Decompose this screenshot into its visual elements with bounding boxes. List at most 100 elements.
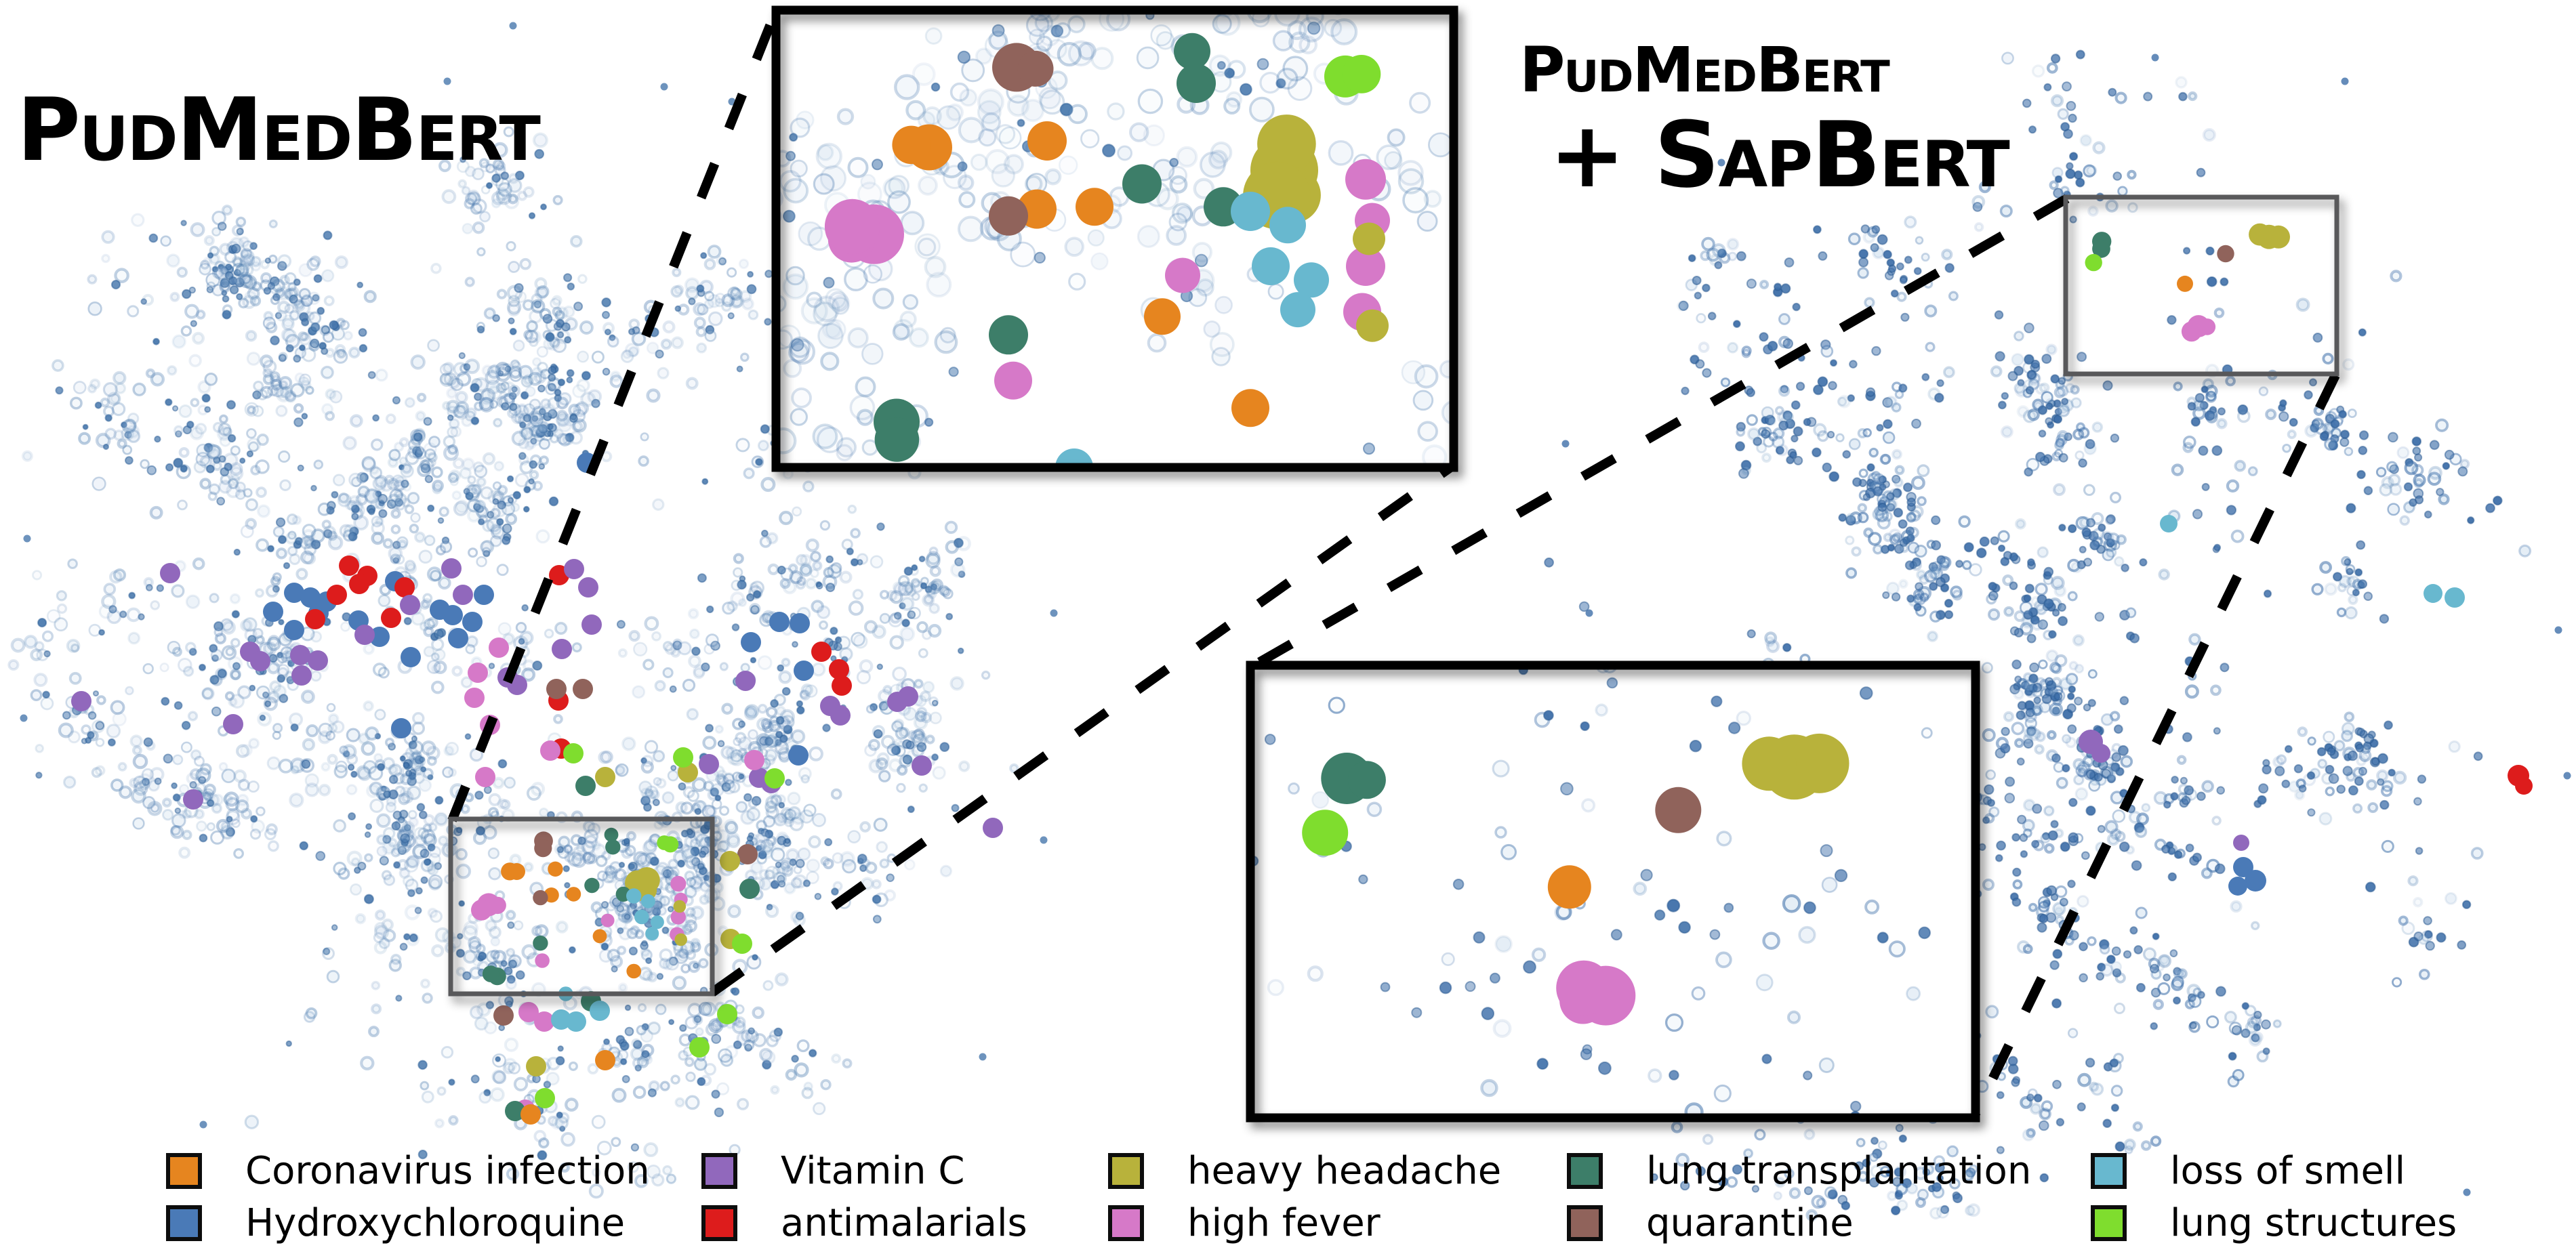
legend-item-quarantine: quarantine: [1567, 1201, 1854, 1245]
legend-item-vitamin-c: Vitamin C: [701, 1149, 964, 1193]
point-vitamin-c: [291, 665, 312, 686]
point-lung-structures: [717, 1004, 737, 1024]
point-lung-structures: [732, 934, 752, 954]
point-vitamin-c: [887, 692, 907, 712]
point-vitamin-c: [441, 558, 462, 579]
right-panel-title-line2: + SapBert: [1549, 102, 2010, 208]
point-high-fever: [464, 688, 485, 708]
point-vitamin-c: [564, 559, 584, 579]
point-antimalarials: [394, 577, 415, 598]
legend-swatch-coronavirus-infection: [166, 1152, 202, 1189]
point-loss-of-smell: [2424, 584, 2442, 603]
callout-lines: [447, 10, 2340, 1119]
point-vitamin-c: [308, 650, 328, 671]
zoom-source-box-right-border: [2063, 194, 2339, 377]
legend-swatch-antimalarials: [701, 1205, 737, 1241]
point-hydroxychloroquine: [769, 612, 790, 632]
point-high-fever: [518, 1002, 539, 1022]
point-high-fever: [534, 1011, 554, 1032]
point-loss-of-smell: [2160, 515, 2178, 532]
point-vitamin-c: [578, 577, 598, 598]
point-vitamin-c: [290, 645, 310, 665]
point-antimalarials: [811, 642, 832, 662]
point-antimalarials: [327, 585, 347, 605]
zoom-source-box-left-border: [448, 816, 715, 997]
legend-item-loss-of-smell: loss of smell: [2091, 1149, 2405, 1193]
legend-label: lung structures: [2170, 1200, 2457, 1245]
zoom-inset-right-border: [1246, 661, 1980, 1123]
point-lung-structures: [535, 1088, 555, 1108]
point-hydroxychloroquine: [2233, 857, 2253, 877]
legend-label: loss of smell: [2170, 1148, 2406, 1193]
point-antimalarials: [349, 574, 369, 594]
zoom-inset-left-border: [771, 5, 1458, 472]
pudmedbert-sapbert-labeled-points: [2079, 515, 2533, 896]
point-vitamin-c: [983, 818, 1003, 838]
point-vitamin-c: [912, 755, 932, 776]
point-hydroxychloroquine: [443, 605, 463, 625]
zoom-inset-right: [1246, 661, 1980, 1123]
right-panel-title-line1: PudMedBert: [1519, 34, 1890, 106]
callout-dashed-line: [1249, 194, 2070, 671]
point-vitamin-c: [223, 714, 243, 734]
point-vitamin-c: [552, 639, 572, 659]
point-antimalarials: [832, 675, 852, 696]
legend-swatch-hydroxychloroquine: [166, 1205, 202, 1241]
legend-swatch-high-fever: [1108, 1205, 1144, 1241]
point-loss-of-smell: [2445, 587, 2465, 608]
legend-swatch-loss-of-smell: [2091, 1152, 2127, 1189]
point-antimalarials: [339, 556, 359, 576]
legend-item-high-fever: high fever: [1108, 1201, 1381, 1245]
legend-item-heavy-headache: heavy headache: [1108, 1149, 1501, 1193]
point-loss-of-smell: [551, 1009, 571, 1030]
legend-label: heavy headache: [1187, 1148, 1502, 1193]
point-antimalarials: [829, 659, 849, 679]
point-vitamin-c: [400, 595, 420, 615]
point-hydroxychloroquine: [788, 745, 809, 766]
right-panel-title: PudMedBert + SapBert: [1519, 34, 2010, 208]
zoom-source-box-right: [2063, 194, 2339, 377]
point-lung-structures: [764, 768, 785, 789]
legend-item-coronavirus-infection: Coronavirus infection: [166, 1149, 650, 1193]
point-lung-structures: [689, 1037, 710, 1058]
point-lung-transplantation: [739, 879, 760, 899]
point-coronavirus-infection: [520, 1104, 541, 1125]
point-hydroxychloroquine: [284, 583, 304, 603]
point-hydroxychloroquine: [790, 613, 810, 633]
legend-label: Hydroxychloroquine: [245, 1200, 626, 1245]
point-coronavirus-infection: [595, 1050, 615, 1070]
point-loss-of-smell: [590, 1001, 610, 1021]
point-lung-transplantation: [575, 776, 596, 796]
point-hydroxychloroquine: [300, 587, 321, 608]
point-high-fever: [475, 767, 495, 787]
point-hydroxychloroquine: [284, 620, 304, 640]
left-panel-title: PudMedBert: [17, 80, 541, 181]
point-quarantine: [737, 844, 758, 864]
point-heavy-headache: [526, 1056, 546, 1076]
point-quarantine: [546, 679, 567, 699]
legend-swatch-heavy-headache: [1108, 1152, 1144, 1189]
point-hydroxychloroquine: [2245, 870, 2266, 892]
point-antimalarials: [2515, 777, 2533, 795]
pudmedbert-labeled-points: [71, 453, 1003, 1125]
point-hydroxychloroquine: [401, 647, 421, 667]
legend-item-lung-transplantation: lung transplantation: [1567, 1149, 2031, 1193]
point-hydroxychloroquine: [369, 627, 390, 647]
point-vitamin-c: [71, 691, 91, 711]
point-vitamin-c: [354, 625, 375, 645]
legend-item-antimalarials: antimalarials: [701, 1201, 1027, 1245]
point-vitamin-c: [2233, 835, 2249, 851]
legend-swatch-quarantine: [1567, 1205, 1603, 1241]
point-vitamin-c: [699, 754, 719, 774]
point-quarantine: [493, 1005, 514, 1026]
point-hydroxychloroquine: [2228, 877, 2247, 896]
zoom-source-box-left: [448, 816, 715, 1001]
point-quarantine: [573, 679, 593, 699]
legend-label: Vitamin C: [781, 1148, 965, 1193]
point-hydroxychloroquine: [263, 602, 283, 622]
legend-swatch-vitamin-c: [701, 1152, 737, 1189]
point-lung-transplantation: [505, 1101, 525, 1121]
point-vitamin-c: [830, 705, 851, 726]
